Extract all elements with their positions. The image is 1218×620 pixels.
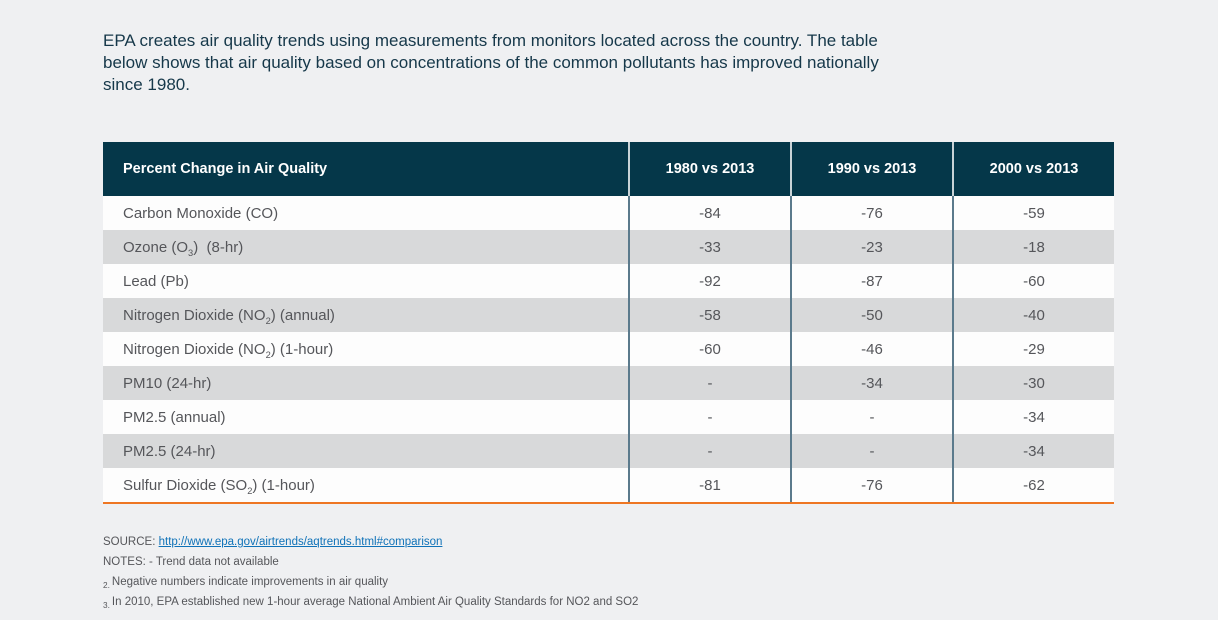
intro-line-2: below shows that air quality based on co… [103, 53, 879, 72]
value-cell: -76 [790, 196, 953, 230]
value-cell: -46 [790, 332, 953, 366]
intro-line-3: since 1980. [103, 75, 190, 94]
value-cell: -81 [628, 468, 791, 502]
chemical-subscript: 2 [247, 485, 253, 496]
intro-paragraph: EPA creates air quality trends using mea… [103, 30, 1218, 96]
value-cell: -59 [952, 196, 1114, 230]
value-cell: -34 [952, 400, 1114, 434]
header-1990-vs-2013: 1990 vs 2013 [790, 142, 953, 196]
value-cell: -58 [628, 298, 791, 332]
value-cell: -34 [790, 366, 953, 400]
note-3-text: In 2010, EPA established new 1-hour aver… [111, 596, 639, 608]
air-quality-table: Percent Change in Air Quality 1980 vs 20… [103, 142, 1114, 504]
chemical-subscript: 2 [265, 349, 271, 360]
notes-line: NOTES: - Trend data not available [103, 556, 279, 568]
value-cell: -60 [952, 264, 1114, 298]
value-cell: -30 [952, 366, 1114, 400]
header-percent-change: Percent Change in Air Quality [103, 142, 629, 196]
pollutant-name-cell: Lead (Pb) [123, 272, 189, 290]
note-2-marker: 2. [103, 581, 110, 591]
pollutant-name-cell: Sulfur Dioxide (SO2) (1-hour) [123, 476, 315, 496]
value-cell: -76 [790, 468, 953, 502]
pollutant-name-cell: PM10 (24-hr) [123, 374, 212, 392]
note-2: 2. Negative numbers indicate improvements… [103, 572, 1218, 592]
value-cell: -40 [952, 298, 1114, 332]
table-row: Lead (Pb) -92 -87 -60 [103, 264, 1114, 298]
header-1980-vs-2013: 1980 vs 2013 [628, 142, 791, 196]
pollutant-name-cell: PM2.5 (annual) [123, 408, 226, 426]
table-row: PM2.5 (annual) - - -34 [103, 400, 1114, 434]
table-body: Carbon Monoxide (CO) -84 -76 -59 Ozone (O3) … [103, 196, 1114, 502]
note-2-text: Negative numbers indicate improvements i… [111, 576, 389, 588]
source-link[interactable]: http://www.epa.gov/airtrends/aqtrends.ht… [158, 536, 443, 548]
note-3-marker: 3. [103, 601, 110, 611]
value-cell: - [790, 400, 953, 434]
intro-line-1: EPA creates air quality trends using mea… [103, 31, 878, 50]
table-row: Carbon Monoxide (CO) -84 -76 -59 [103, 196, 1114, 230]
value-cell: -23 [790, 230, 953, 264]
header-2000-vs-2013: 2000 vs 2013 [952, 142, 1114, 196]
table-row: Nitrogen Dioxide (NO2) (annual) -58 -50 -40 [103, 298, 1114, 332]
value-cell: -33 [628, 230, 791, 264]
value-cell: -18 [952, 230, 1114, 264]
value-cell: -84 [628, 196, 791, 230]
chemical-subscript: 2 [265, 315, 271, 326]
value-cell: - [628, 434, 791, 468]
pollutant-name-cell: PM2.5 (24-hr) [123, 442, 216, 460]
value-cell: -60 [628, 332, 791, 366]
pollutant-name-cell: Nitrogen Dioxide (NO2) (annual) [123, 306, 335, 326]
value-cell: -92 [628, 264, 791, 298]
value-cell: -62 [952, 468, 1114, 502]
table-row: Sulfur Dioxide (SO2) (1-hour) -81 -76 -62 [103, 468, 1114, 502]
value-cell: -87 [790, 264, 953, 298]
table-header-row: Percent Change in Air Quality 1980 vs 20… [103, 142, 1114, 196]
value-cell: - [628, 366, 791, 400]
note-3: 3. In 2010, EPA established new 1-hour av… [103, 592, 1218, 612]
chemical-subscript: 3 [188, 247, 194, 258]
source-line: SOURCE: http://www.epa.gov/airtrends/aqt… [103, 532, 1218, 552]
pollutant-name-cell: Ozone (O3) (8-hr) [123, 238, 244, 258]
value-cell: - [790, 434, 953, 468]
table-row: Ozone (O3) (8-hr) -33 -23 -18 [103, 230, 1114, 264]
table-row: Nitrogen Dioxide (NO2) (1-hour) -60 -46 -29 [103, 332, 1114, 366]
table-row: PM2.5 (24-hr) - - -34 [103, 434, 1114, 468]
value-cell: -34 [952, 434, 1114, 468]
value-cell: -50 [790, 298, 953, 332]
value-cell: - [628, 400, 791, 434]
footer-notes: SOURCE: http://www.epa.gov/airtrends/aqt… [103, 532, 1218, 612]
pollutant-name-cell: Nitrogen Dioxide (NO2) (1-hour) [123, 340, 334, 360]
pollutant-name-cell: Carbon Monoxide (CO) [123, 204, 279, 222]
table-row: PM10 (24-hr) - -34 -30 [103, 366, 1114, 400]
source-label: SOURCE: [103, 536, 156, 548]
value-cell: -29 [952, 332, 1114, 366]
